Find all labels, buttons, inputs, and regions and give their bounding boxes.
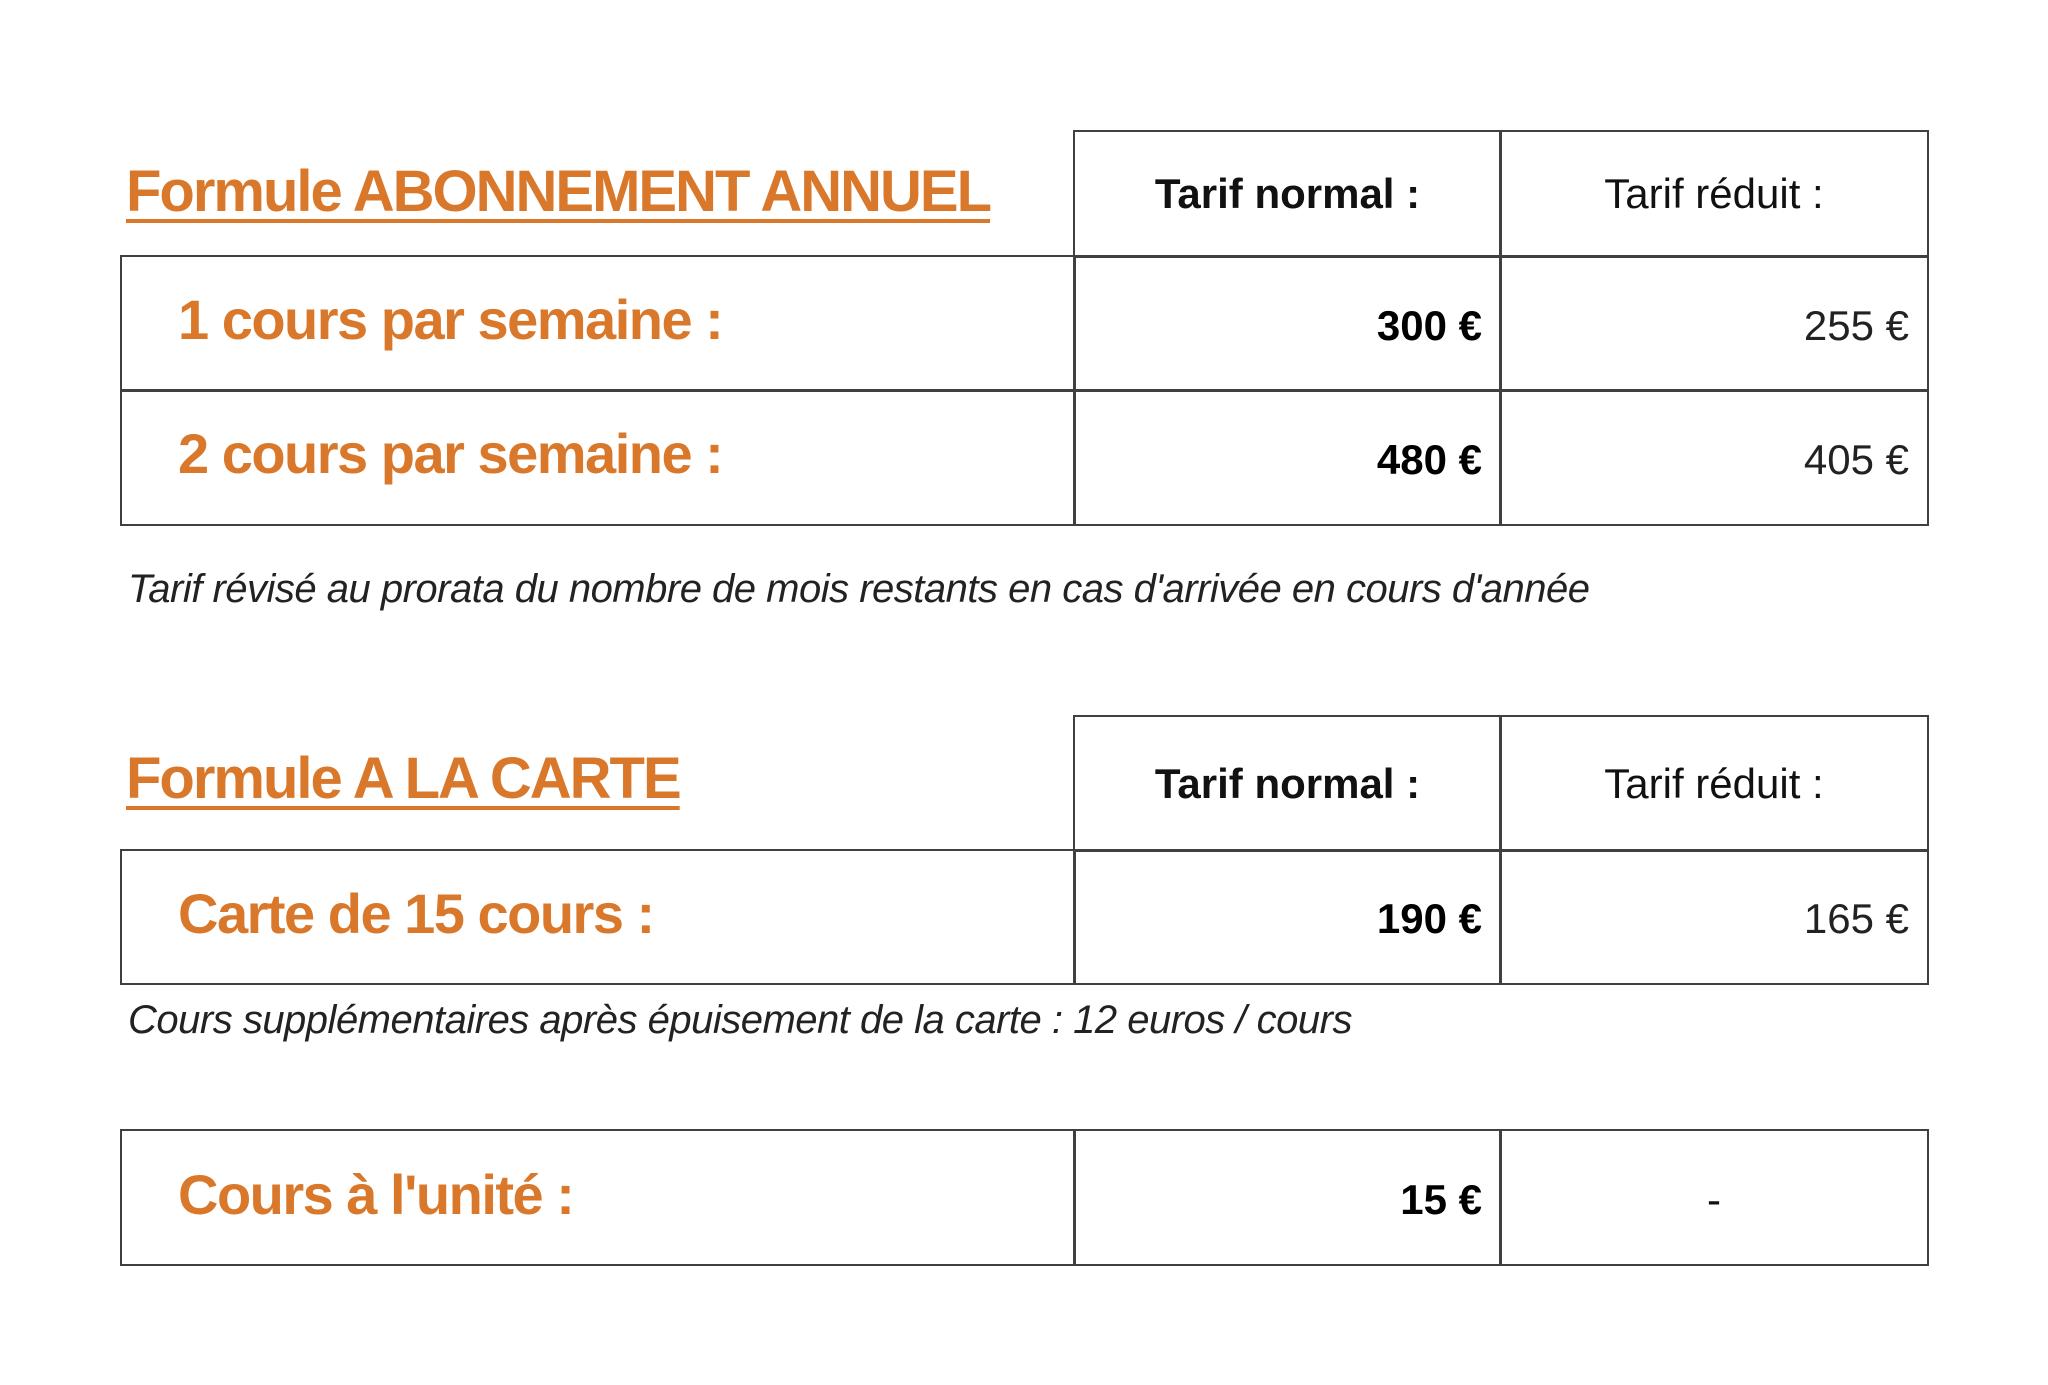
- carte-title: Formule A LA CARTE: [126, 746, 682, 811]
- unite-label: Cours à l'unité :: [178, 1163, 575, 1226]
- divider: [1073, 849, 1076, 985]
- carte-header-reduit: Tarif réduit :: [1604, 760, 1824, 807]
- abonnement-header-normal: Tarif normal :: [1154, 170, 1421, 217]
- unite-normal: 15 €: [1400, 1176, 1482, 1223]
- divider: [1073, 1129, 1076, 1266]
- carte-table: [120, 849, 1929, 985]
- divider: [1499, 1129, 1502, 1266]
- divider: [120, 389, 1929, 392]
- abonnement-row-normal: 300 €: [1376, 302, 1482, 349]
- carte-note: Cours supplémentaires après épuisement d…: [128, 998, 1352, 1042]
- abonnement-note: Tarif révisé au prorata du nombre de moi…: [128, 567, 1590, 611]
- carte-row-normal: 190 €: [1376, 895, 1482, 942]
- abonnement-row-reduit: 405 €: [1803, 436, 1909, 483]
- abonnement-row-normal: 480 €: [1376, 436, 1482, 483]
- abonnement-title: Formule ABONNEMENT ANNUEL: [126, 159, 992, 224]
- abonnement-row-reduit: 255 €: [1803, 302, 1909, 349]
- abonnement-row-label: 2 cours par semaine :: [178, 422, 724, 485]
- abonnement-row-label: 1 cours par semaine :: [178, 288, 724, 351]
- carte-row-reduit: 165 €: [1803, 895, 1909, 942]
- carte-row-label: Carte de 15 cours :: [178, 882, 655, 945]
- unite-table: [120, 1129, 1929, 1266]
- divider: [1499, 130, 1502, 526]
- carte-header-normal: Tarif normal :: [1154, 760, 1421, 807]
- unite-reduit: -: [1707, 1176, 1721, 1223]
- abonnement-header-reduit: Tarif réduit :: [1604, 170, 1824, 217]
